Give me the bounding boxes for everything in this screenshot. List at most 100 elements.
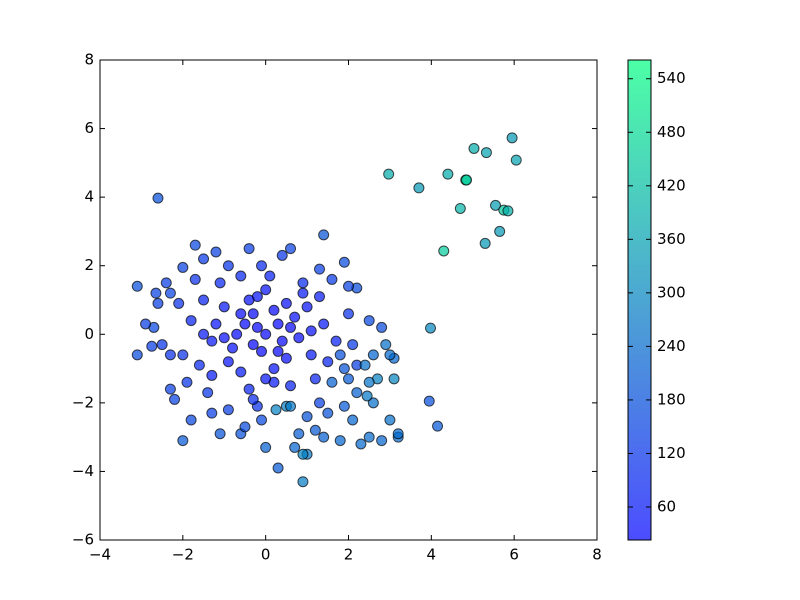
point bbox=[480, 147, 492, 159]
point bbox=[380, 339, 392, 351]
colorbar-tick-label: 240 bbox=[657, 337, 686, 355]
point bbox=[388, 373, 400, 385]
point bbox=[243, 383, 255, 395]
point bbox=[260, 441, 272, 453]
point bbox=[510, 154, 522, 166]
point bbox=[413, 182, 425, 194]
point bbox=[164, 287, 176, 299]
x-tick-label: 0 bbox=[261, 546, 271, 564]
point bbox=[222, 404, 234, 416]
point bbox=[468, 142, 480, 154]
point bbox=[309, 424, 321, 436]
point bbox=[185, 315, 197, 327]
point bbox=[260, 284, 272, 296]
point bbox=[479, 237, 491, 249]
colorbar-tick-label: 420 bbox=[657, 176, 686, 194]
point bbox=[156, 339, 168, 351]
point bbox=[454, 202, 466, 214]
point bbox=[318, 431, 330, 443]
point bbox=[272, 318, 284, 330]
point bbox=[268, 304, 280, 316]
point bbox=[227, 342, 239, 354]
y-tick-label: 0 bbox=[84, 325, 94, 343]
point bbox=[169, 393, 181, 405]
point bbox=[243, 294, 255, 306]
x-tick-label: 4 bbox=[427, 546, 437, 564]
y-tick-label: 4 bbox=[84, 188, 94, 206]
point bbox=[256, 345, 268, 357]
point bbox=[314, 397, 326, 409]
point bbox=[206, 407, 218, 419]
x-tick-label: −4 bbox=[89, 546, 111, 564]
point bbox=[367, 349, 379, 361]
point bbox=[260, 373, 272, 385]
point bbox=[239, 318, 251, 330]
point bbox=[146, 340, 158, 352]
point bbox=[206, 335, 218, 347]
point bbox=[363, 376, 375, 388]
point bbox=[198, 253, 210, 265]
point bbox=[270, 404, 282, 416]
point bbox=[361, 390, 373, 402]
x-tick-label: 6 bbox=[509, 546, 519, 564]
point bbox=[343, 280, 354, 292]
point bbox=[231, 328, 243, 340]
point bbox=[131, 349, 143, 361]
point bbox=[432, 420, 444, 432]
point bbox=[268, 363, 280, 375]
point bbox=[285, 321, 297, 333]
point bbox=[177, 261, 189, 273]
point bbox=[461, 174, 473, 186]
point bbox=[494, 225, 506, 237]
point bbox=[334, 349, 346, 361]
point bbox=[314, 263, 326, 275]
point bbox=[367, 397, 379, 409]
point bbox=[185, 414, 197, 426]
point bbox=[235, 308, 247, 320]
point bbox=[347, 339, 359, 351]
point bbox=[363, 315, 375, 327]
point bbox=[384, 349, 396, 361]
point bbox=[423, 395, 435, 407]
point bbox=[392, 428, 404, 440]
point bbox=[198, 294, 210, 306]
point bbox=[164, 349, 176, 361]
point bbox=[150, 287, 162, 299]
y-tick-label: −4 bbox=[72, 462, 94, 480]
point bbox=[343, 308, 354, 320]
y-tick-label: 2 bbox=[84, 256, 94, 274]
point bbox=[181, 376, 193, 388]
point bbox=[347, 414, 359, 426]
point bbox=[280, 352, 292, 364]
point bbox=[355, 438, 367, 450]
point bbox=[235, 366, 247, 378]
point bbox=[301, 411, 313, 423]
point bbox=[247, 339, 259, 351]
point bbox=[305, 349, 317, 361]
y-tick-label: 8 bbox=[84, 51, 94, 69]
point bbox=[301, 301, 313, 313]
point bbox=[222, 356, 234, 368]
point bbox=[338, 256, 350, 268]
point bbox=[502, 205, 514, 217]
point bbox=[276, 249, 288, 261]
point bbox=[247, 308, 259, 320]
point bbox=[322, 407, 334, 419]
point bbox=[198, 328, 210, 340]
point bbox=[376, 435, 388, 447]
point bbox=[338, 363, 350, 375]
point bbox=[363, 431, 375, 443]
colorbar-tick-label: 60 bbox=[657, 497, 676, 515]
y-tick-label: −6 bbox=[72, 531, 94, 549]
point bbox=[189, 239, 201, 251]
y-tick-label: 6 bbox=[84, 119, 94, 137]
point bbox=[285, 400, 297, 412]
point bbox=[297, 277, 309, 289]
point bbox=[297, 448, 309, 460]
colorbar-tick-label: 540 bbox=[657, 69, 686, 87]
point bbox=[297, 476, 309, 488]
x-tick-label: 2 bbox=[344, 546, 354, 564]
point bbox=[243, 243, 255, 255]
point bbox=[293, 428, 305, 440]
